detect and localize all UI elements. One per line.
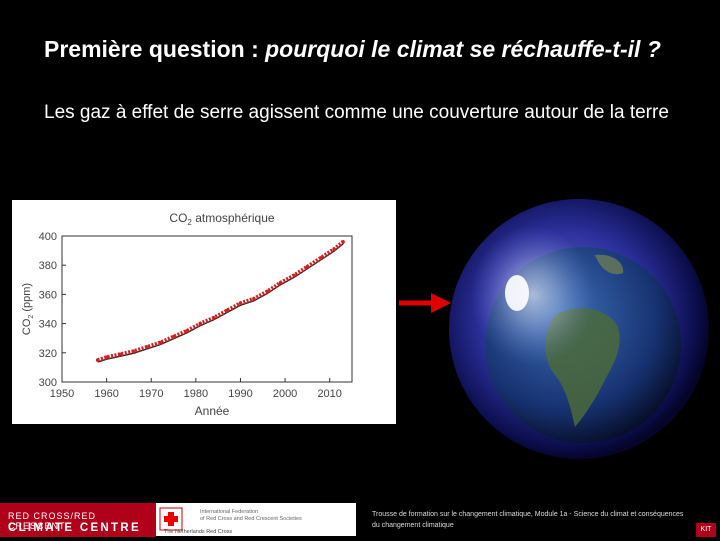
title-italic: pourquoi le climat se réchauffe-t-il ? <box>265 36 661 62</box>
logo-line1: RED CROSS/RED CRESCENT <box>8 511 97 531</box>
co2-data-point <box>292 273 296 278</box>
x-tick-label: 1960 <box>94 388 118 400</box>
co2-data-point <box>171 334 176 339</box>
co2-data-point <box>118 352 122 357</box>
footer-note: Trousse de formation sur le changement c… <box>372 511 684 529</box>
earth-globe-image <box>445 195 713 463</box>
co2-data-point <box>131 349 136 354</box>
slide-subtitle: Les gaz à effet de serre agissent comme … <box>44 102 669 123</box>
x-tick-label: 1970 <box>139 388 163 400</box>
arrow-icon <box>395 288 455 323</box>
y-tick-label: 360 <box>39 289 57 301</box>
co2-data-point <box>104 355 109 359</box>
kit-badge: KIT <box>696 523 716 537</box>
co2-data-point <box>185 329 189 333</box>
logo-line2: CLIMATE CENTRE <box>8 522 141 534</box>
x-tick-label: 1990 <box>228 388 252 400</box>
co2-data-point <box>278 280 283 285</box>
co2-data-point <box>332 247 336 251</box>
y-tick-label: 340 <box>39 319 57 331</box>
y-tick-label: 320 <box>39 348 57 360</box>
slide-title: Première question : pourquoi le climat s… <box>44 34 684 64</box>
partner-logos: International Federation of Red Cross an… <box>156 503 356 536</box>
partner-line2: of Red Cross and Red Crescent Societies <box>200 516 302 522</box>
co2-data-point <box>318 256 323 260</box>
co2-data-point <box>198 321 203 326</box>
co2-data-point <box>144 345 149 349</box>
red-cross-logo: International Federation of Red Cross an… <box>159 507 302 535</box>
x-tick-label: 2010 <box>317 388 341 400</box>
y-tick-label: 400 <box>39 231 57 243</box>
x-tick-label: 1980 <box>184 388 208 400</box>
co2-data-point <box>341 240 345 244</box>
co2-trend-line <box>97 243 344 363</box>
co2-series-line <box>97 240 345 363</box>
partner-line3: The Netherlands Red Cross <box>164 529 232 535</box>
co2-chart: CO2 atmosphérique 300 320 340 360 380 400 195… <box>12 200 396 424</box>
plot-frame <box>61 235 353 383</box>
x-tick-label: 1950 <box>50 388 74 400</box>
partner-line1: International Federation <box>200 509 258 515</box>
title-regular: Première question : <box>44 36 266 62</box>
x-tick-label: 2000 <box>273 388 297 400</box>
co2-data-point <box>211 315 216 320</box>
co2-data-point <box>265 289 270 294</box>
co2-data-point <box>238 301 243 305</box>
climate-centre-logo: RED CROSS/RED CRESCENT CLIMATE CENTRE <box>0 503 156 537</box>
co2-data-point <box>252 296 256 301</box>
co2-data-point <box>158 340 162 345</box>
y-tick-label: 380 <box>39 260 57 272</box>
co2-data-point <box>95 358 100 362</box>
y-axis-label: CO2 (ppm) <box>21 283 35 335</box>
x-axis-label: Année <box>195 404 230 418</box>
co2-data-point <box>305 264 310 269</box>
y-tick-label: 300 <box>39 377 57 389</box>
chart-title: CO2 atmosphérique <box>169 211 274 227</box>
co2-data-point <box>225 308 229 313</box>
chart-svg: CO2 atmosphérique 300 320 340 360 380 400 195… <box>21 211 353 418</box>
